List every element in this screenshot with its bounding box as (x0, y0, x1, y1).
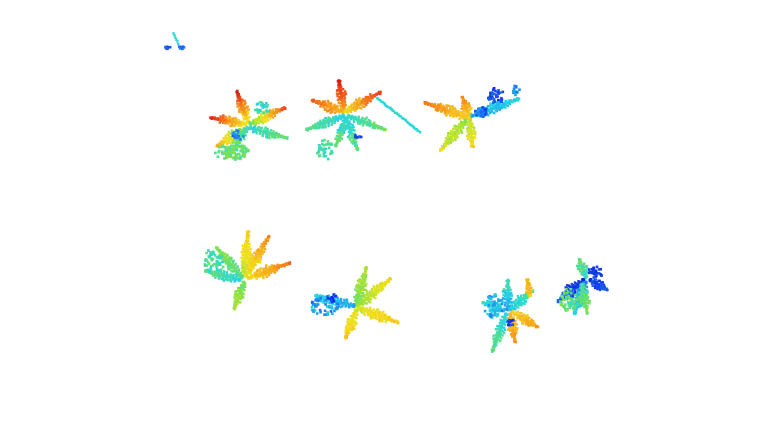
plant-point-cloud (209, 89, 289, 161)
plant-point-cloud (423, 84, 521, 152)
plant-point-cloud (203, 230, 292, 311)
plant-point-cloud (481, 278, 540, 353)
stray-points (164, 32, 186, 51)
plant-point-cloud (556, 257, 609, 316)
plant-point-cloud (310, 266, 400, 340)
plant-stem-segment (376, 97, 422, 134)
plant-point-cloud (305, 79, 387, 161)
